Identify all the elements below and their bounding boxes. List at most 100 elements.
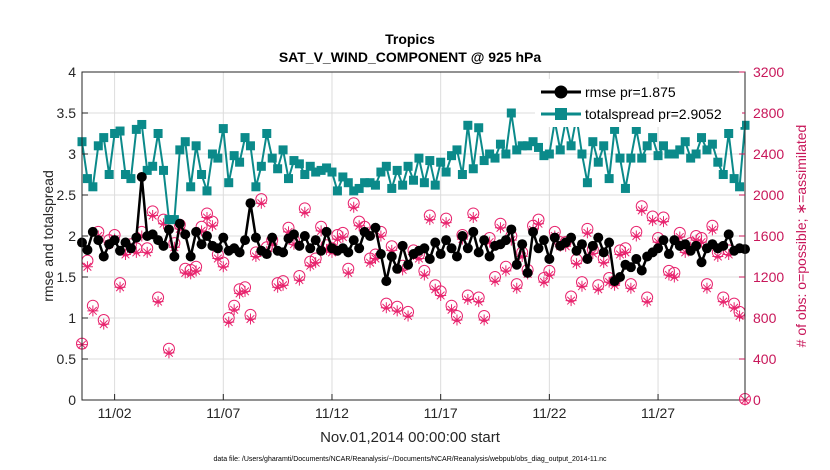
assimilated-obs-marker: [619, 246, 631, 258]
assimilated-obs-marker: [272, 281, 284, 293]
totalspread-point: [202, 186, 212, 196]
assimilated-obs-marker: [158, 218, 170, 230]
rmse-point: [163, 224, 174, 235]
rmse-point: [403, 259, 414, 270]
assimilated-obs-marker: [598, 257, 610, 269]
rmse-point: [511, 259, 522, 270]
rmse-point: [566, 232, 577, 243]
rmse-point: [354, 243, 365, 254]
totalspread-point: [153, 129, 163, 138]
assimilated-obs-marker: [429, 283, 441, 295]
totalspread-point: [148, 161, 158, 171]
totalspread-point: [88, 182, 98, 192]
totalspread-point: [707, 139, 717, 149]
totalspread-point: [142, 165, 152, 175]
rmse-point: [125, 243, 136, 254]
assimilated-obs-marker: [451, 314, 463, 326]
rmse-point: [500, 235, 511, 246]
rmse-point: [185, 251, 196, 262]
totalspread-point: [669, 149, 679, 159]
y-axis-label: rmse and totalspread: [40, 170, 56, 302]
assimilated-obs-marker: [435, 289, 447, 301]
rmse-point: [299, 231, 310, 241]
rmse-point: [93, 235, 104, 246]
totalspread-point: [577, 149, 587, 159]
totalspread-point: [637, 153, 647, 163]
y-tick-label: 3.5: [57, 105, 77, 121]
rmse-point: [82, 244, 93, 255]
rmse-point: [321, 226, 332, 237]
assimilated-obs-marker: [114, 281, 126, 293]
assimilated-obs-marker: [418, 269, 430, 281]
assimilated-obs-marker: [424, 214, 436, 226]
legend-rmse-marker: [554, 85, 568, 99]
assimilated-obs-marker: [217, 261, 229, 273]
assimilated-obs-marker: [288, 238, 300, 250]
assimilated-obs-marker: [543, 269, 555, 281]
assimilated-obs-marker: [283, 226, 295, 238]
y-tick-label: 4: [68, 64, 76, 80]
assimilated-obs-marker: [119, 248, 131, 260]
assimilated-obs-marker: [380, 302, 392, 314]
totalspread-point: [626, 153, 636, 163]
x-tick-label: 11/02: [98, 405, 132, 421]
assimilated-obs-marker: [668, 271, 680, 283]
assimilated-obs-marker: [636, 204, 648, 216]
assimilated-obs-marker: [190, 265, 202, 277]
totalspread-point: [533, 142, 543, 152]
assimilated-obs-marker: [130, 246, 142, 258]
x-tick-label: 11/22: [532, 405, 566, 421]
assimilated-obs-marker: [337, 231, 349, 243]
ticks: 0 0.5 1 1.5 2 2.5 3 3.5 4 0 400 800 1200 1600 2000 2400…: [57, 64, 785, 421]
totalspread-point: [615, 153, 625, 163]
assimilated-obs-marker: [315, 225, 327, 237]
assimilated-obs-marker: [386, 244, 398, 256]
rmse-point: [310, 235, 321, 246]
assimilated-obs-marker: [196, 225, 208, 237]
y-tick-label: 3: [68, 146, 76, 162]
rmse-point: [201, 231, 212, 241]
totalspread-point: [365, 178, 375, 188]
rmse-point: [430, 237, 441, 248]
x-tick-label: 11/27: [641, 405, 675, 421]
assimilated-obs-marker: [500, 265, 512, 277]
assimilated-obs-marker: [565, 295, 577, 307]
y-right-tick-label: 0: [753, 392, 761, 408]
totalspread-point: [104, 170, 114, 179]
totalspread-point: [180, 137, 190, 147]
y-tick-label: 2: [68, 228, 76, 244]
assimilated-obs-marker: [206, 220, 218, 232]
legend-rmse-label: rmse pr=1.875: [585, 84, 676, 100]
assimilated-obs-marker: [255, 197, 267, 209]
assimilated-obs-marker: [571, 258, 583, 270]
totalspread-point: [512, 145, 522, 155]
legend-spread-label: totalspread pr=2.9052: [585, 106, 722, 122]
assimilated-obs-marker: [592, 283, 604, 295]
totalspread-point: [99, 133, 109, 143]
x-tick-label: 11/17: [424, 405, 458, 421]
assimilated-obs-marker: [81, 261, 93, 273]
rmse-point: [174, 218, 185, 229]
totalspread-point: [724, 129, 734, 138]
assimilated-obs-marker: [516, 251, 528, 262]
assimilated-obs-marker: [614, 248, 626, 260]
assimilated-obs-marker: [152, 296, 164, 308]
assimilated-obs-marker: [674, 231, 686, 243]
assimilated-obs-marker: [179, 267, 191, 279]
totalspread-line: [81, 112, 746, 221]
totalspread-point: [267, 153, 277, 163]
totalspread-point: [360, 178, 370, 188]
x-tick-label: 11/07: [206, 405, 240, 421]
y-tick-label: 2.5: [57, 187, 77, 203]
rmse-point: [158, 240, 169, 251]
totalspread-point: [599, 141, 609, 151]
assimilated-obs-marker: [734, 310, 746, 322]
totalspread-point: [338, 172, 348, 182]
rmse-point: [397, 240, 408, 251]
rmse-point: [582, 253, 593, 264]
rmse-point: [604, 237, 615, 248]
assimilated-obs-marker: [223, 316, 235, 328]
rmse-point: [392, 263, 403, 274]
rmse-point: [479, 235, 490, 246]
assimilated-obs-marker: [201, 212, 213, 224]
